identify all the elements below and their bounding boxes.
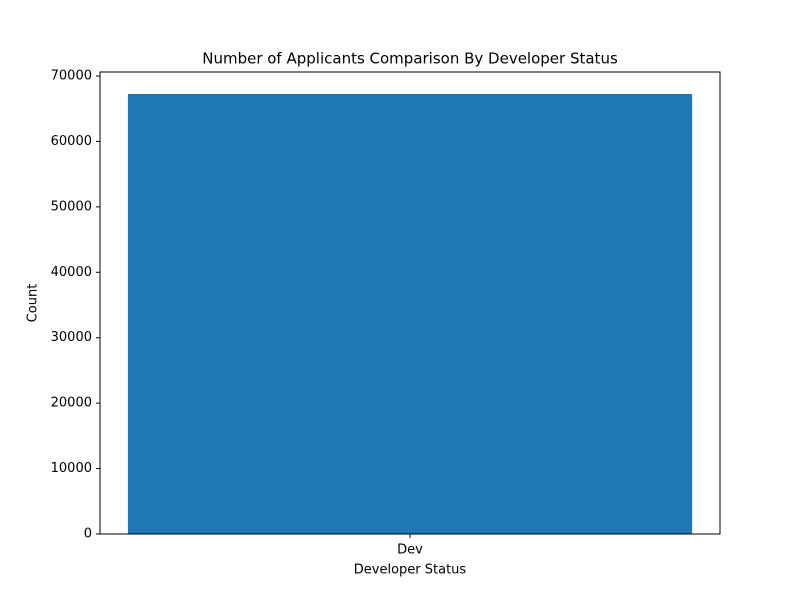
y-tick-label: 50000: [51, 199, 92, 214]
y-tick-label: 0: [84, 527, 92, 542]
y-tick-label: 30000: [51, 330, 92, 345]
y-tick-label: 60000: [51, 134, 92, 149]
chart-title: Number of Applicants Comparison By Devel…: [202, 50, 618, 68]
plot-frame: [99, 71, 721, 535]
y-axis-label: Count: [26, 284, 41, 323]
x-tick-label: Dev: [397, 543, 423, 558]
bar: [127, 93, 693, 534]
y-tick-label: 70000: [51, 68, 92, 83]
y-tick-label: 40000: [51, 265, 92, 280]
x-axis-label: Developer Status: [354, 563, 467, 578]
y-tick-label: 10000: [51, 461, 92, 476]
y-tick-label: 20000: [51, 396, 92, 411]
